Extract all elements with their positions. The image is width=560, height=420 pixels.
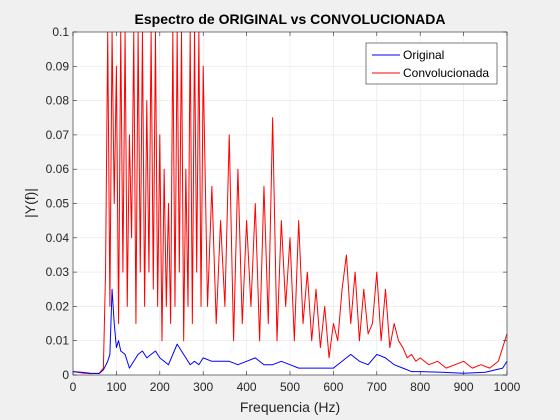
series-line-original	[72, 288, 508, 375]
legend-box	[365, 42, 498, 85]
chart-title: Espectro de ORIGINAL vs CONVOLUCIONADA	[135, 11, 446, 27]
y-tick-label: 0.09	[46, 59, 70, 73]
x-tick-label: 500	[280, 380, 300, 394]
x-tick-label: 200	[150, 380, 170, 394]
x-tick-label: 900	[454, 380, 474, 394]
y-tick-label: 0.06	[46, 162, 70, 176]
legend-label-original: Original	[403, 48, 444, 62]
legend: Original Convolucionada	[365, 42, 498, 85]
y-tick-label: 0.07	[46, 128, 70, 142]
x-tick-label: 700	[367, 380, 387, 394]
x-tick-label: 400	[237, 380, 257, 394]
x-tick-label: 100	[106, 380, 126, 394]
series-group	[72, 31, 508, 375]
x-tick-label: 300	[193, 380, 213, 394]
y-tick-label: 0.1	[52, 25, 69, 39]
series-line-convolucionada	[72, 31, 508, 375]
legend-label-convolucionada: Convolucionada	[403, 66, 489, 80]
x-tick-label: 0	[70, 380, 77, 394]
ticks: 0 100 200 300 400 500 600 700 800 900 1000 0 0.01 0.0…	[46, 25, 521, 394]
y-tick-label: 0.01	[46, 334, 70, 348]
x-tick-label: 600	[323, 380, 343, 394]
y-tick-label: 0.03	[46, 265, 70, 279]
y-tick-label: 0.04	[46, 231, 70, 245]
x-axis-label: Frequencia (Hz)	[240, 399, 340, 415]
x-tick-label: 1000	[494, 380, 521, 394]
y-tick-label: 0	[62, 368, 69, 382]
y-tick-label: 0.08	[46, 94, 70, 108]
y-axis-label: |Y(f)|	[22, 188, 38, 218]
y-tick-label: 0.02	[46, 299, 70, 313]
y-tick-label: 0.05	[46, 197, 70, 211]
x-tick-label: 800	[410, 380, 430, 394]
